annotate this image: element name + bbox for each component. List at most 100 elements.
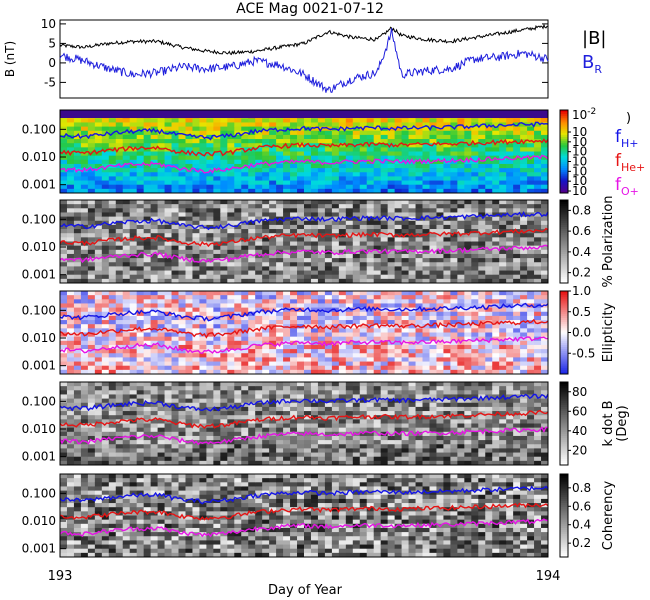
heatmap-cell bbox=[450, 340, 458, 346]
colorbar-segment bbox=[560, 291, 568, 294]
heatmap-cell bbox=[248, 332, 256, 338]
heatmap-cell bbox=[338, 151, 347, 157]
heatmap-cell bbox=[283, 295, 291, 300]
colorbar: 1.00.50.0-0.5 Ellipticity bbox=[559, 284, 616, 375]
heatmap-cell bbox=[66, 344, 75, 350]
heatmap-cell bbox=[108, 233, 117, 238]
heatmap-cell bbox=[317, 299, 326, 304]
heatmap-cell bbox=[359, 249, 368, 255]
heatmap-cell bbox=[283, 349, 291, 354]
heatmap-cell bbox=[513, 134, 521, 140]
heatmap-cell bbox=[520, 278, 528, 284]
heatmap-cell bbox=[450, 353, 458, 358]
heatmap-cell bbox=[213, 448, 221, 453]
heatmap-cell bbox=[422, 328, 430, 333]
heatmap-cell bbox=[331, 159, 340, 165]
heatmap-cell bbox=[80, 229, 89, 234]
colorbar-segment bbox=[560, 161, 568, 165]
heatmap-cell bbox=[185, 253, 193, 259]
heatmap-cell bbox=[80, 344, 89, 350]
heatmap-cell bbox=[73, 382, 82, 387]
heatmap-cell bbox=[408, 295, 416, 300]
heatmap-cell bbox=[220, 270, 228, 276]
heatmap-cell bbox=[227, 344, 235, 350]
heatmap-cell bbox=[373, 311, 382, 317]
heatmap-cell bbox=[213, 163, 221, 169]
heatmap-cell bbox=[513, 320, 521, 325]
heatmap-cell bbox=[94, 452, 103, 458]
heatmap-cell bbox=[262, 328, 270, 333]
heatmap-cell bbox=[115, 365, 124, 371]
heatmap-cell bbox=[471, 353, 479, 358]
heatmap-cell bbox=[345, 229, 354, 234]
heatmap-cell bbox=[80, 456, 89, 462]
heatmap-cell bbox=[185, 274, 193, 280]
heatmap-cell bbox=[143, 291, 152, 296]
heatmap-cell bbox=[60, 249, 68, 255]
heatmap-cell bbox=[60, 168, 68, 173]
heatmap-cell bbox=[185, 456, 193, 462]
heatmap-cell bbox=[66, 340, 75, 346]
heatmap-cell bbox=[171, 311, 179, 317]
heatmap-cell bbox=[485, 249, 493, 255]
heatmap-cell bbox=[478, 266, 486, 271]
heatmap-cell bbox=[108, 270, 117, 276]
heatmap-cell bbox=[366, 143, 375, 148]
heatmap-cell bbox=[499, 147, 507, 152]
heatmap-cell bbox=[324, 212, 333, 217]
heatmap-cell bbox=[178, 382, 186, 387]
heatmap-cell bbox=[373, 266, 382, 271]
heatmap-cell bbox=[129, 143, 138, 148]
heatmap-cell bbox=[60, 143, 68, 148]
heatmap-cell bbox=[359, 349, 368, 354]
heatmap-cell bbox=[352, 208, 361, 213]
heatmap-cell bbox=[324, 344, 333, 350]
heatmap-cell bbox=[220, 402, 228, 408]
heatmap-cell bbox=[73, 245, 82, 251]
heatmap-cell bbox=[443, 180, 451, 186]
heatmap-cell bbox=[283, 118, 291, 123]
heatmap-cell bbox=[192, 147, 200, 152]
heatmap-cell bbox=[171, 320, 179, 325]
heatmap-cell bbox=[143, 295, 152, 300]
heatmap-cell bbox=[408, 188, 416, 194]
heatmap-cell bbox=[387, 349, 396, 354]
heatmap-cell bbox=[255, 402, 263, 408]
heatmap-cell bbox=[338, 130, 347, 136]
heatmap-cell bbox=[178, 423, 186, 429]
heatmap-cell bbox=[485, 245, 493, 251]
heatmap-cell bbox=[436, 159, 444, 165]
heatmap-cell bbox=[101, 456, 110, 462]
heatmap-cell bbox=[485, 369, 493, 375]
heatmap-cell bbox=[338, 336, 347, 342]
heatmap-cell bbox=[199, 237, 207, 242]
heatmap-cell bbox=[492, 237, 500, 242]
heatmap-cell bbox=[213, 291, 221, 296]
heatmap-cell bbox=[73, 398, 82, 404]
heatmap-cell bbox=[541, 307, 549, 313]
heatmap-cell bbox=[143, 435, 152, 441]
heatmap-cell bbox=[178, 159, 186, 165]
heatmap-cell bbox=[513, 299, 521, 304]
heatmap-cell bbox=[297, 336, 305, 342]
heatmap-cell bbox=[157, 147, 165, 152]
heatmap-cell bbox=[94, 224, 103, 230]
heatmap-cell bbox=[164, 406, 172, 412]
heatmap-cell bbox=[387, 134, 396, 140]
heatmap-cell bbox=[297, 353, 305, 358]
heatmap-cell bbox=[471, 320, 479, 325]
heatmap-cell bbox=[366, 336, 375, 342]
heatmap-cell bbox=[394, 315, 402, 321]
heatmap-cell bbox=[457, 241, 465, 247]
heatmap-cell bbox=[136, 448, 145, 453]
heatmap-cell bbox=[60, 431, 68, 437]
heatmap-cell bbox=[87, 402, 96, 408]
heatmap-cell bbox=[80, 440, 89, 445]
heatmap-cell bbox=[310, 180, 319, 186]
heatmap-cell bbox=[136, 151, 145, 157]
heatmap-cell bbox=[227, 208, 235, 213]
heatmap-cell bbox=[471, 241, 479, 247]
heatmap-cell bbox=[471, 307, 479, 313]
heatmap-cell bbox=[199, 357, 207, 362]
heatmap-cell bbox=[457, 159, 465, 165]
